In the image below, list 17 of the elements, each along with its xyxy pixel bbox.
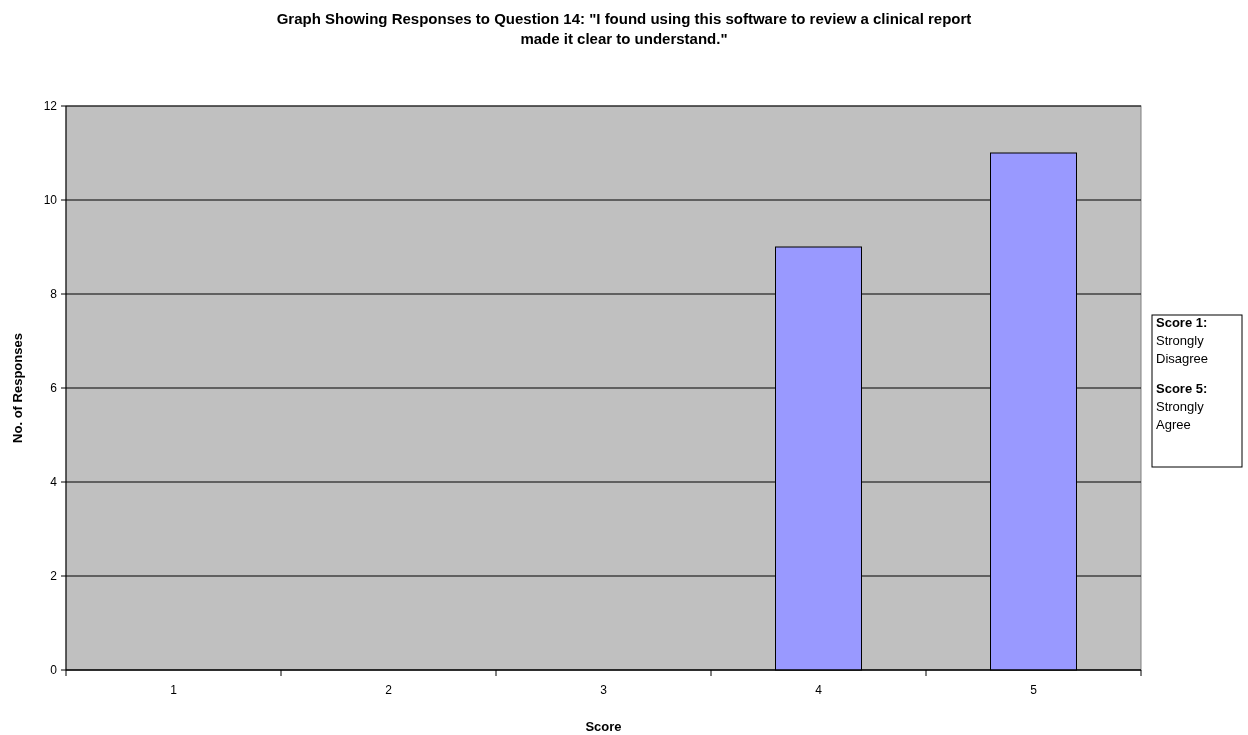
x-tick-label: 3: [600, 683, 608, 697]
y-tick-label: 4: [50, 475, 58, 490]
x-tick-label: 2: [385, 683, 393, 697]
x-axis-title: Score: [585, 719, 622, 734]
text: Score 5: Strongly Agree: [1156, 381, 1208, 432]
x-tick-label: 4: [815, 683, 823, 697]
y-axis-title: No. of Responses: [10, 333, 25, 443]
y-tick-label: 12: [43, 99, 58, 114]
x-tick-label: 1: [170, 683, 178, 697]
chart-title: Graph Showing Responses to Question 14: "I found using this software to review a clinical report made it clear to understand.": [276, 10, 972, 47]
y-tick-label: 2: [50, 569, 58, 584]
x-tick-label: 5: [1030, 683, 1038, 697]
text: Score 1: Strongly Disagree: [1156, 315, 1209, 366]
y-tick-label: 10: [43, 193, 58, 208]
y-tick-label: 0: [50, 663, 58, 678]
y-tick-label: 6: [50, 381, 58, 396]
y-tick-label: 8: [50, 287, 58, 302]
